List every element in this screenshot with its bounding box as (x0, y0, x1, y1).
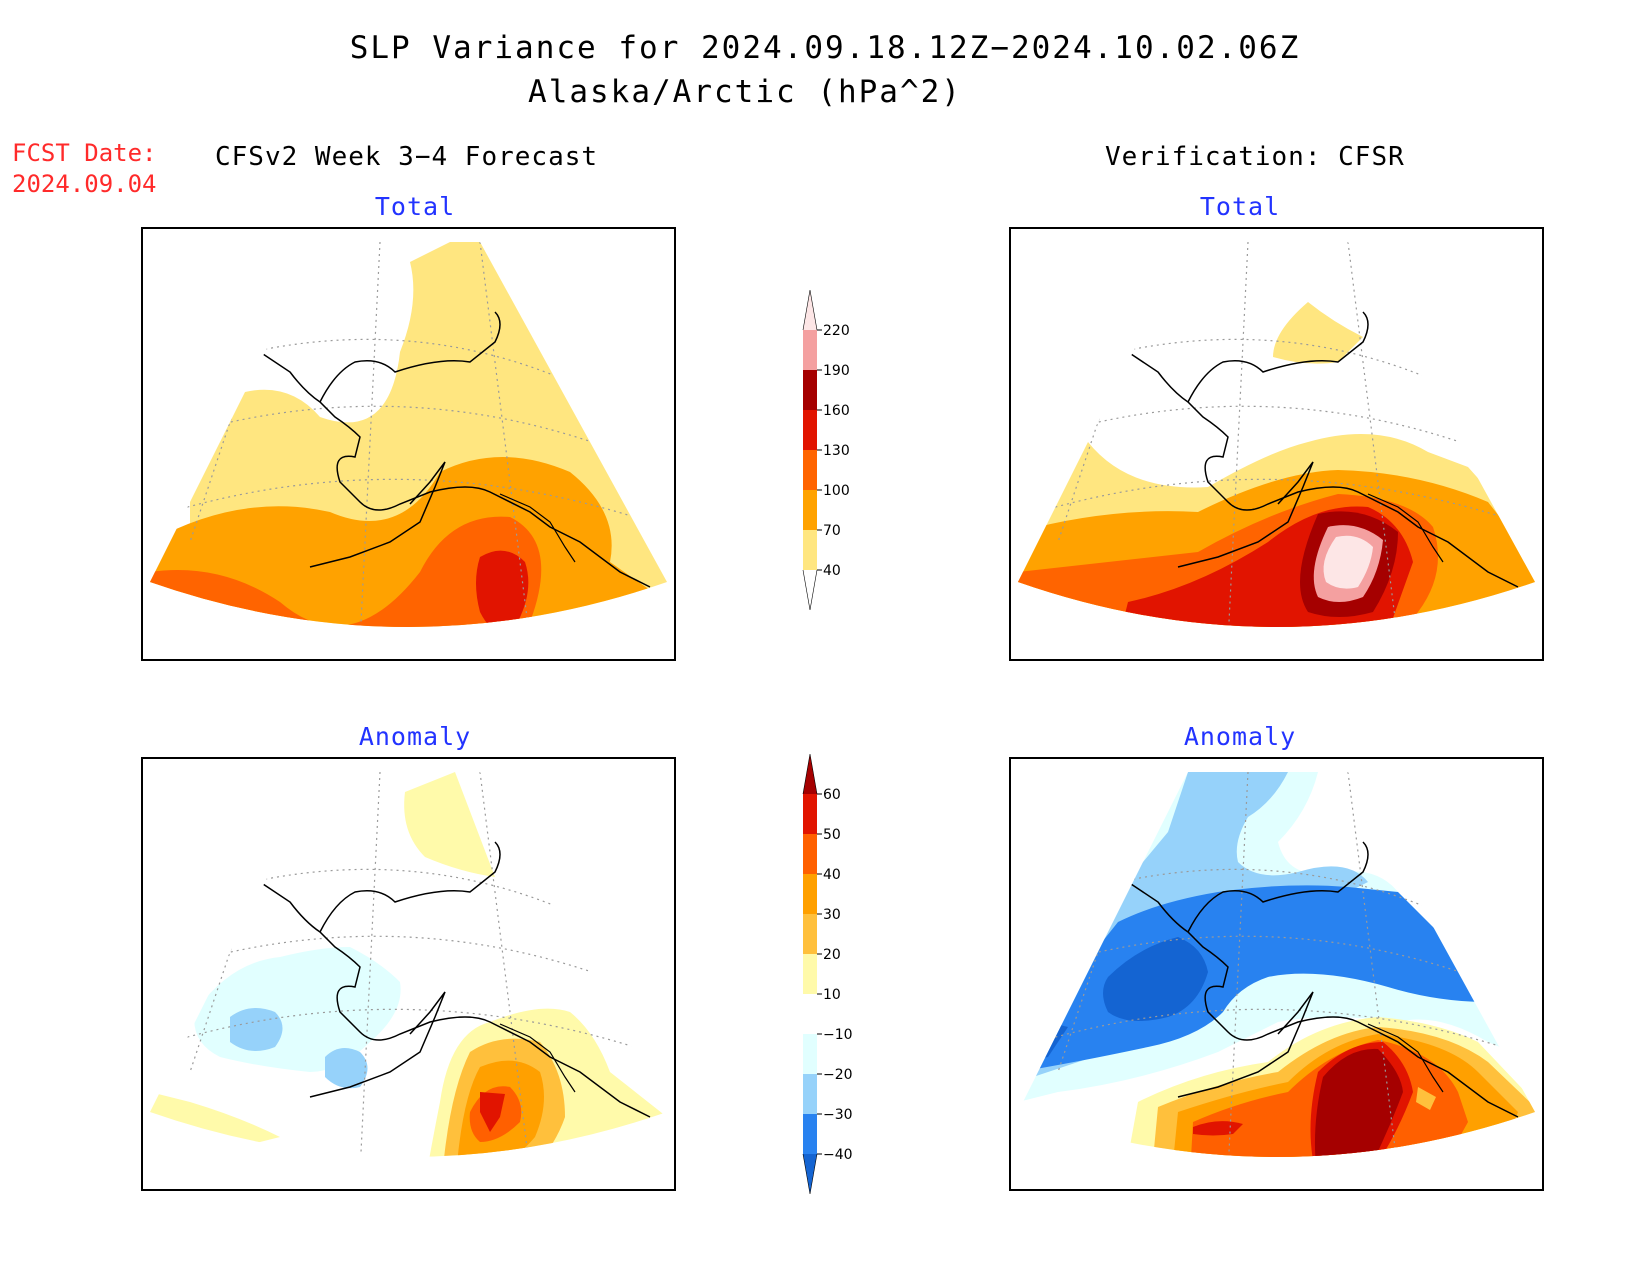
total-colorbar-tick-label: 100 (823, 483, 850, 499)
verification-total-frame (1009, 227, 1544, 661)
anomaly-colorbar-swatch-2 (803, 1074, 817, 1114)
total-colorbar-swatch-6 (803, 330, 817, 370)
contour-220 (1323, 535, 1373, 589)
total-colorbar-outline (802, 289, 818, 611)
anomaly-colorbar-tick-label: −10 (823, 1027, 853, 1043)
anomaly-colorbar-tick-label: 10 (823, 987, 841, 1003)
contour-50-60 (480, 1092, 505, 1132)
total-colorbar-swatch-0 (803, 570, 817, 610)
anomaly-colorbar-tick-label: 30 (823, 907, 841, 923)
main-subtitle: Alaska/Arctic (hPa^2) (528, 74, 962, 110)
forecast-column-header: CFSv2 Week 3−4 Forecast (215, 142, 599, 172)
forecast-total-title: Total (374, 192, 456, 221)
verification-total-map (1009, 227, 1544, 661)
total-colorbar-swatch-2 (803, 490, 817, 530)
anomaly-colorbar-tick-label: 50 (823, 827, 841, 843)
anomaly-colorbar-swatch-7 (803, 874, 817, 914)
anomaly-colorbar: −40 −30 −20 −10 10 20 30 40 50 60 (802, 753, 853, 1195)
anomaly-colorbar-tick-label: 40 (823, 867, 841, 883)
anomaly-colorbar-outline (802, 753, 818, 1195)
anomaly-colorbar-swatch-0 (803, 1154, 817, 1194)
anomaly-colorbar-tick-label: 60 (823, 787, 841, 803)
total-colorbar-swatch-4 (803, 410, 817, 450)
verification-column-header: Verification: CFSR (1105, 142, 1405, 172)
total-colorbar: 40 70 100 130 160 190 220 (802, 289, 850, 611)
contour-10-20-north (404, 772, 495, 877)
anomaly-colorbar-swatch-6 (803, 914, 817, 954)
total-colorbar-swatch-3 (803, 450, 817, 490)
forecast-anomaly-frame (141, 757, 676, 1191)
anomaly-colorbar-tick-label: −30 (823, 1107, 853, 1123)
contour-10-20-west (150, 1092, 280, 1147)
contour-minus20-minus30-a (230, 1008, 283, 1051)
forecast-total-frame (141, 227, 676, 661)
contour-minus20-minus30-b (325, 1048, 368, 1089)
anomaly-colorbar-swatch-9 (803, 794, 817, 834)
anomaly-colorbar-swatch-10 (803, 754, 817, 794)
anomaly-colorbar-swatch-4 (803, 994, 817, 1034)
forecast-anomaly-map (141, 757, 676, 1191)
anomaly-colorbar-tick-label: 20 (823, 947, 841, 963)
fcst-date-label: FCST Date: (12, 139, 157, 167)
anomaly-colorbar-swatch-1 (803, 1114, 817, 1154)
contour-20-30-spot (1416, 1087, 1436, 1110)
contour-100-130 (150, 516, 542, 627)
anomaly-colorbar-swatch-8 (803, 834, 817, 874)
total-colorbar-tick-label: 160 (823, 403, 850, 419)
verification-anomaly-title: Anomaly (1183, 722, 1297, 751)
total-colorbar-swatch-1 (803, 530, 817, 570)
contour-minus30-minus40 (1018, 885, 1488, 1072)
total-colorbar-tick-label: 190 (823, 363, 850, 379)
total-colorbar-tick-label: 70 (823, 523, 841, 539)
contour-130-160 (476, 550, 529, 627)
forecast-anomaly-title: Anomaly (358, 722, 472, 751)
contour-below-minus40-a (1103, 937, 1208, 1021)
contour-40-70-north (1273, 302, 1363, 364)
total-colorbar-tick-label: 40 (823, 563, 841, 579)
anomaly-colorbar-swatch-3 (803, 1034, 817, 1074)
contour-above-60 (1314, 1048, 1403, 1157)
total-colorbar-tick-label: 130 (823, 443, 850, 459)
anomaly-colorbar-tick-label: −40 (823, 1147, 853, 1163)
anomaly-colorbar-swatch-5 (803, 954, 817, 994)
fcst-date-value: 2024.09.04 (12, 170, 157, 198)
forecast-total-map (141, 227, 676, 661)
verification-anomaly-map (1009, 757, 1544, 1191)
main-title: SLP Variance for 2024.09.18.12Z−2024.10.… (349, 30, 1301, 66)
total-colorbar-swatch-5 (803, 370, 817, 410)
anomaly-colorbar-tick-label: −20 (823, 1067, 853, 1083)
verification-total-title: Total (1199, 192, 1281, 221)
verification-anomaly-frame (1009, 757, 1544, 1191)
total-colorbar-tick-label: 220 (823, 323, 850, 339)
total-colorbar-swatch-7 (803, 290, 817, 330)
